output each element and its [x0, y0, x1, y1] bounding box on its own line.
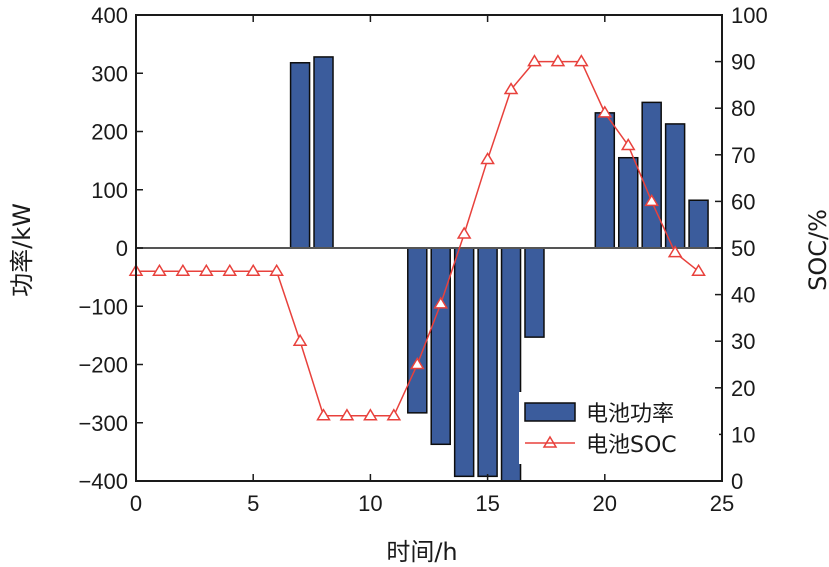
y-tick-left-label: −200 — [78, 353, 128, 378]
bar-power — [453, 247, 475, 478]
soc-marker — [550, 54, 566, 67]
legend-swatch-marker — [542, 435, 558, 448]
bar-power — [500, 247, 522, 482]
x-axis-label: 时间/h — [386, 538, 457, 566]
soc-marker — [222, 263, 238, 277]
x-tick-label: 25 — [710, 491, 734, 516]
legend-label-power: 电池功率 — [586, 402, 674, 427]
bar-power — [524, 247, 545, 338]
bar-power — [477, 247, 498, 478]
bar-power — [407, 247, 428, 414]
bar-power — [313, 56, 334, 249]
y-tick-right-label: 60 — [731, 189, 755, 214]
soc-marker — [597, 105, 613, 118]
soc-marker — [316, 408, 331, 421]
soc-marker — [363, 408, 378, 421]
soc-marker — [245, 263, 261, 277]
soc-marker — [433, 296, 449, 309]
y-axis-left-label: 功率/kW — [8, 203, 36, 297]
ticks-group: 0 5 10 15 20 254003002001000−100−200−300−4001… — [78, 3, 767, 516]
y-tick-right-label: 0 — [731, 469, 743, 494]
soc-marker — [269, 263, 284, 277]
y-tick-right-label: 90 — [731, 50, 755, 75]
y-tick-left-label: 300 — [91, 61, 128, 86]
y-tick-right-label: 30 — [731, 329, 755, 354]
y-tick-left-label: −400 — [78, 469, 128, 494]
y-tick-left-label: 100 — [91, 178, 128, 203]
bar-power — [594, 112, 616, 249]
x-tick-label: 10 — [358, 491, 382, 516]
soc-marker — [644, 193, 660, 207]
soc-marker — [175, 263, 191, 277]
soc-marker — [574, 54, 589, 67]
y-tick-right-label: 50 — [731, 236, 755, 261]
soc-marker — [527, 54, 542, 67]
bar-power — [289, 62, 311, 249]
y-tick-left-label: 400 — [91, 3, 128, 28]
legend: 电池功率 电池SOC — [519, 392, 719, 464]
x-tick-label: 15 — [475, 491, 499, 516]
soc-marker — [198, 263, 214, 277]
soc-marker — [152, 263, 167, 277]
soc-marker — [503, 82, 519, 95]
y-tick-right-label: 40 — [731, 283, 755, 308]
bar-power — [664, 123, 686, 249]
bar-power — [430, 247, 451, 446]
y-tick-left-label: −100 — [78, 294, 128, 319]
soc-marker — [691, 263, 706, 277]
legend-swatch-bar — [524, 402, 576, 422]
y-tick-left-label: 200 — [91, 120, 128, 145]
soc-series-group — [128, 54, 706, 421]
x-tick-label: 5 — [247, 491, 259, 516]
y-tick-right-label: 80 — [731, 96, 755, 121]
bar-power — [641, 101, 662, 249]
y-tick-left-label: 0 — [116, 236, 128, 261]
soc-marker — [480, 152, 495, 165]
y-tick-right-label: 20 — [731, 376, 755, 401]
soc-marker — [292, 333, 308, 346]
soc-marker — [409, 357, 425, 370]
y-axis-right-label: SOC/% — [804, 209, 829, 291]
y-tick-right-label: 100 — [731, 3, 768, 28]
soc-marker — [339, 408, 355, 421]
bars-group — [289, 56, 709, 482]
bar-power — [688, 199, 709, 249]
y-tick-right-label: 10 — [731, 422, 755, 447]
y-tick-left-label: −300 — [78, 411, 128, 436]
soc-marker — [386, 408, 402, 421]
legend-label-soc: 电池SOC — [586, 433, 677, 458]
bar-power — [617, 156, 639, 249]
soc-marker — [620, 138, 636, 151]
x-tick-label: 0 — [130, 491, 142, 516]
soc-marker — [456, 226, 472, 239]
x-tick-label: 20 — [593, 491, 617, 516]
y-tick-right-label: 70 — [731, 143, 755, 168]
soc-marker — [667, 245, 683, 258]
